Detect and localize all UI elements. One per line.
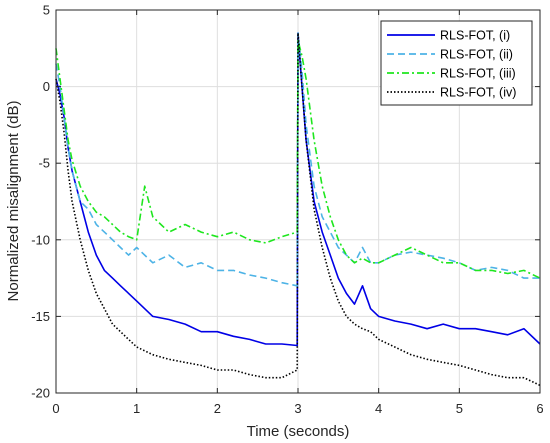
- y-tick-label: -15: [31, 309, 50, 324]
- legend-label-4: RLS-FOT, (iv): [440, 86, 516, 100]
- x-tick-label: 0: [52, 401, 59, 416]
- series-line-2: [55, 32, 540, 287]
- x-tick-label: 2: [214, 401, 221, 416]
- y-tick-label: -5: [38, 156, 50, 171]
- y-tick-label: 0: [43, 79, 50, 94]
- series-line-3: [55, 39, 541, 279]
- y-tick-label: -20: [31, 386, 50, 401]
- x-axis-label: Time (seconds): [247, 423, 350, 440]
- y-axis-label: Normalized misalignment (dB): [5, 101, 22, 302]
- legend-label-3: RLS-FOT, (iii): [440, 67, 516, 81]
- x-tick-label: 4: [375, 401, 382, 416]
- x-tick-label: 5: [456, 401, 463, 416]
- axis-ticks: 0 1 2 3 4 5 6 5 0 -5 -10 -15 -20: [31, 3, 543, 417]
- x-tick-label: 3: [294, 401, 301, 416]
- legend-label-1: RLS-FOT, (i): [440, 29, 510, 43]
- series-line-1: [55, 32, 541, 347]
- x-tick-label: 6: [536, 401, 543, 416]
- legend-label-2: RLS-FOT, (ii): [440, 48, 513, 62]
- series-line-4: [55, 32, 541, 387]
- y-tick-label: 5: [43, 3, 50, 18]
- x-tick-label: 1: [133, 401, 140, 416]
- legend: RLS-FOT, (i) RLS-FOT, (ii) RLS-FOT, (iii) R…: [380, 20, 533, 106]
- y-tick-label: -10: [31, 232, 50, 247]
- series-layer: [55, 32, 541, 387]
